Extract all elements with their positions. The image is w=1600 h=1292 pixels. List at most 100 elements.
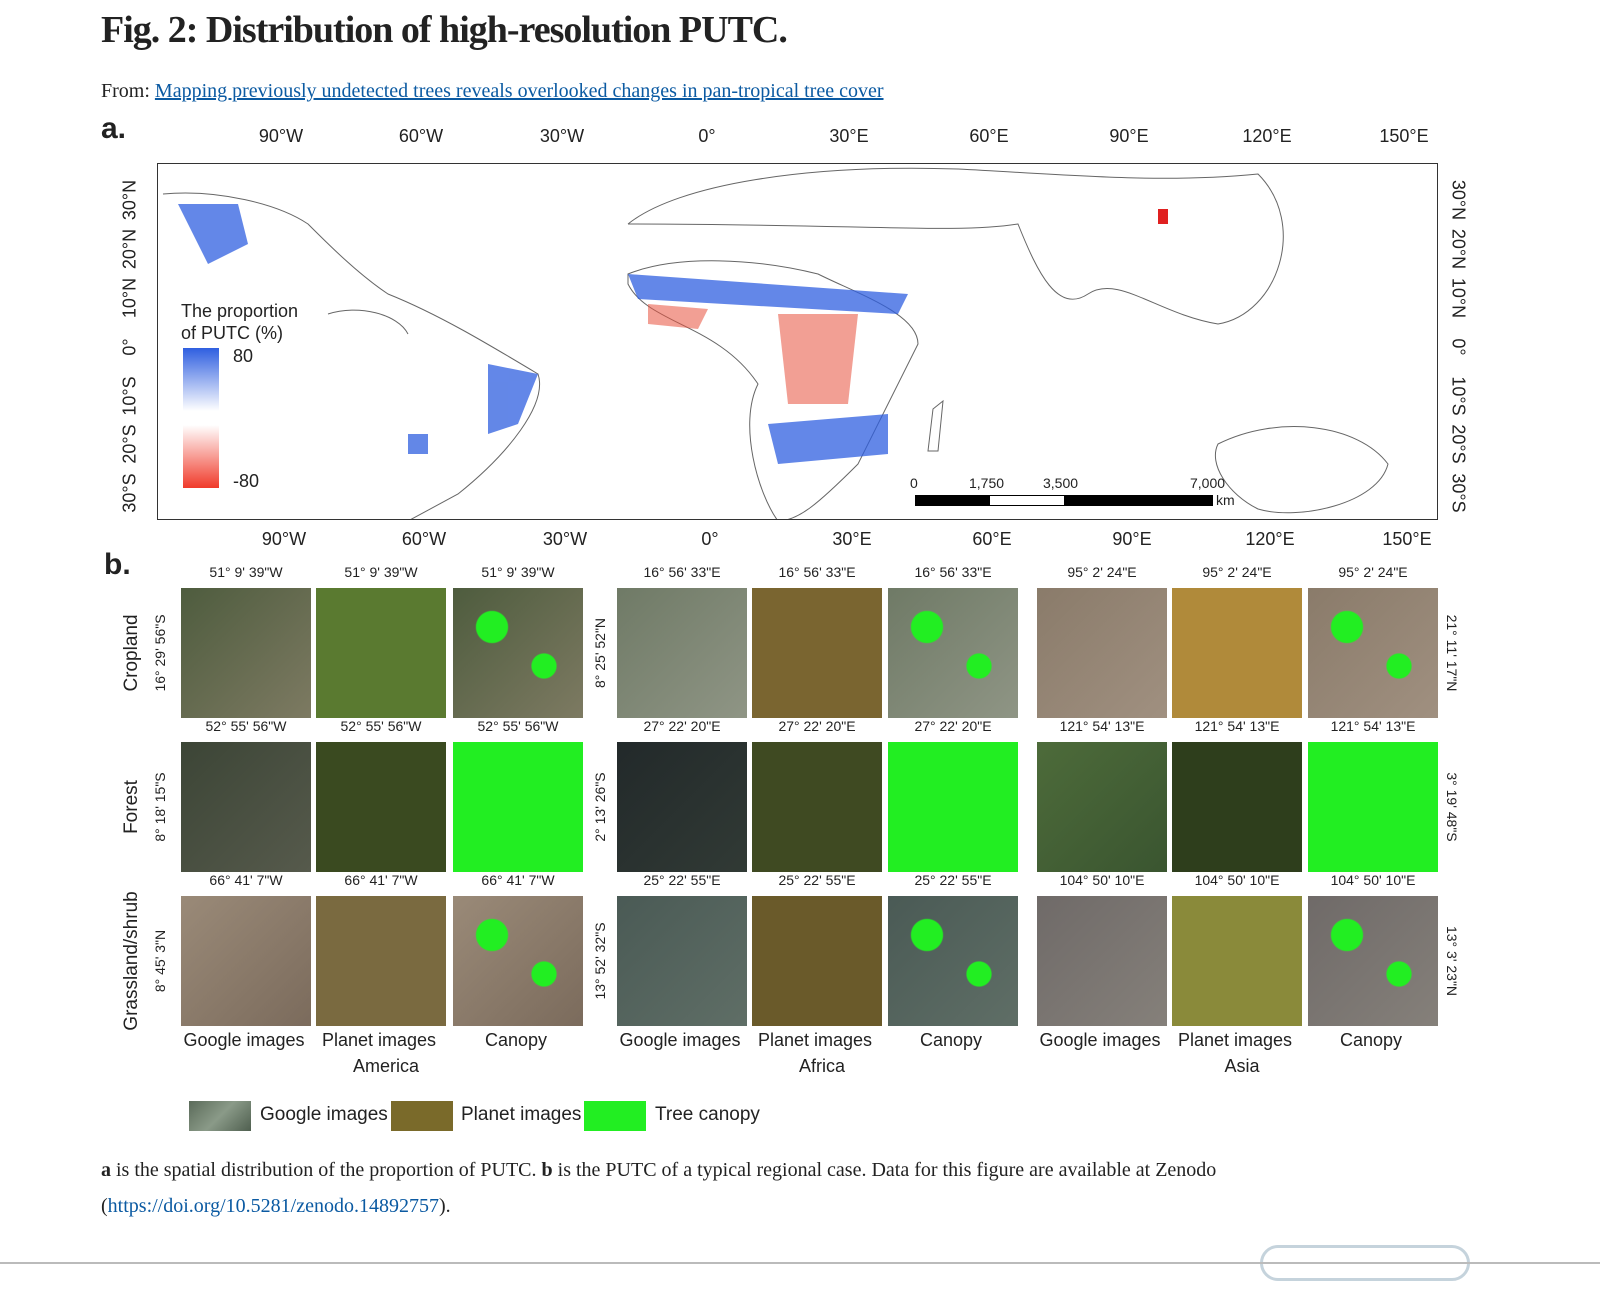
tile-longitude: 16° 56' 33"E — [643, 564, 721, 580]
tile-latitude: 8° 18' 15"S — [152, 772, 168, 842]
region-label: Asia — [1224, 1056, 1260, 1076]
america-cropland-google-tile — [181, 588, 311, 718]
america-forest-google-tile — [181, 742, 311, 872]
tile-longitude: 51° 9' 39"W — [344, 564, 418, 580]
africa-grassland-planet-tile — [752, 896, 882, 1026]
lat-tick-right: 30°N — [1448, 179, 1469, 221]
legend-canopy-label: Tree canopy — [655, 1104, 760, 1125]
america-cropland-planet-tile — [316, 588, 446, 718]
lon-tick-top: 60°W — [398, 126, 444, 146]
tile-longitude: 121° 54' 13"E — [1330, 718, 1416, 734]
asia-forest-canopy-tile — [1308, 742, 1438, 872]
column-label: Planet images — [1177, 1030, 1293, 1050]
lat-tick-right: 10°N — [1448, 277, 1469, 319]
tile-longitude: 121° 54' 13"E — [1059, 718, 1145, 734]
region-label: Africa — [798, 1056, 846, 1076]
zenodo-link[interactable]: https://doi.org/10.5281/zenodo.14892757 — [107, 1195, 439, 1217]
row-label-forest: Forest — [121, 780, 142, 834]
tile-longitude: 104° 50' 10"E — [1330, 872, 1416, 888]
world-map — [157, 163, 1438, 520]
tile-longitude: 51° 9' 39"W — [209, 564, 283, 580]
legend-google-label: Google images — [260, 1104, 388, 1125]
africa-grassland-canopy-tile — [888, 896, 1018, 1026]
figure-caption: a is the spatial distribution of the pro… — [101, 1152, 1401, 1224]
lon-tick-top: 30°E — [829, 126, 869, 146]
scale-bar — [915, 495, 1213, 506]
lon-tick-bottom: 120°E — [1245, 529, 1295, 549]
americas-outline — [162, 192, 540, 519]
america-grassland-planet-tile — [316, 896, 446, 1026]
west-africa-low-putc — [648, 304, 708, 329]
madagascar-outline — [927, 399, 944, 452]
column-label: Planet images — [757, 1030, 873, 1050]
lon-tick-bottom: 90°W — [261, 529, 307, 549]
paren: ( — [101, 1195, 108, 1217]
scale-tick: 1,750 — [969, 475, 1005, 491]
scale-tick: 7,000 — [1190, 475, 1226, 491]
asia-grassland-canopy-tile — [1308, 896, 1438, 1026]
america-forest-canopy-tile — [453, 742, 583, 872]
row-label-cropland: Cropland — [121, 614, 142, 692]
lat-tick-left: 10°S — [119, 376, 140, 416]
lat-tick-right: 20°N — [1448, 228, 1469, 270]
tile-longitude: 52° 55' 56"W — [340, 718, 422, 734]
lon-tick-top: 150°E — [1379, 126, 1429, 146]
article-link[interactable]: Mapping previously undetected trees reve… — [154, 80, 884, 102]
lat-tick-left: 30°N — [119, 179, 140, 221]
asia-cropland-planet-tile — [1172, 588, 1302, 718]
lat-tick-left: 20°N — [119, 228, 140, 270]
mexico-high-putc — [178, 204, 248, 264]
lon-tick-bottom: 60°W — [401, 529, 447, 549]
africa-forest-canopy-tile — [888, 742, 1018, 872]
tile-longitude: 95° 2' 24"E — [1338, 564, 1408, 580]
tile-latitude: 21° 11' 17"N — [1444, 614, 1460, 692]
tile-longitude: 66° 41' 7"W — [481, 872, 555, 888]
africa-outline — [627, 260, 919, 519]
australia-outline — [1214, 426, 1389, 514]
tile-longitude: 66° 41' 7"W — [344, 872, 418, 888]
paren: ). — [438, 1195, 451, 1217]
africa-cropland-canopy-tile — [888, 588, 1018, 718]
lon-tick-bottom: 30°E — [832, 529, 872, 549]
panel-b-label: b. — [104, 548, 131, 581]
congo-low-putc — [778, 314, 858, 404]
legend-min: -80 — [233, 471, 260, 491]
divider — [0, 1262, 1600, 1264]
column-label: Google images — [1039, 1030, 1161, 1050]
lon-tick-top: 90°E — [1109, 126, 1149, 146]
tile-longitude: 51° 9' 39"W — [481, 564, 555, 580]
tile-latitude: 8° 25' 52"N — [592, 617, 608, 689]
lat-tick-right: 0° — [1448, 338, 1469, 356]
himalaya-low-putc — [1158, 209, 1168, 224]
tile-latitude: 16° 29' 56"S — [152, 614, 168, 692]
legend-planet-swatch — [391, 1101, 453, 1131]
tile-latitude: 3° 19' 48"S — [1444, 772, 1460, 842]
asia-cropland-canopy-tile — [1308, 588, 1438, 718]
row-label-grassland: Grassland/shrub — [121, 891, 142, 1031]
tile-longitude: 52° 55' 56"W — [477, 718, 559, 734]
tile-latitude: 13° 52' 32"S — [592, 922, 608, 1000]
column-label: Google images — [619, 1030, 741, 1050]
america-grassland-canopy-tile — [453, 896, 583, 1026]
legend-planet-label: Planet images — [461, 1104, 582, 1125]
tile-longitude: 66° 41' 7"W — [209, 872, 283, 888]
lon-tick-bottom: 150°E — [1382, 529, 1432, 549]
tile-longitude: 27° 22' 20"E — [914, 718, 992, 734]
legend-title-2: of PUTC (%) — [181, 323, 284, 343]
tile-longitude: 95° 2' 24"E — [1202, 564, 1272, 580]
lon-tick-bottom: 0° — [701, 529, 719, 549]
legend-max: 80 — [233, 346, 254, 366]
caption-b: b — [541, 1159, 553, 1181]
tile-longitude: 27° 22' 20"E — [778, 718, 856, 734]
scale-tick: 3,500 — [1043, 475, 1079, 491]
tile-longitude: 16° 56' 33"E — [914, 564, 992, 580]
legend-title-1: The proportion — [181, 301, 299, 321]
caption-a: a — [101, 1159, 111, 1181]
america-cropland-canopy-tile — [453, 588, 583, 718]
tile-longitude: 25° 22' 55"E — [778, 872, 856, 888]
asia-forest-google-tile — [1037, 742, 1167, 872]
africa-sahel-high-putc — [628, 274, 908, 314]
lat-tick-left: 30°S — [119, 473, 140, 513]
lon-tick-bottom: 30°W — [542, 529, 588, 549]
tile-longitude: 52° 55' 56"W — [205, 718, 287, 734]
